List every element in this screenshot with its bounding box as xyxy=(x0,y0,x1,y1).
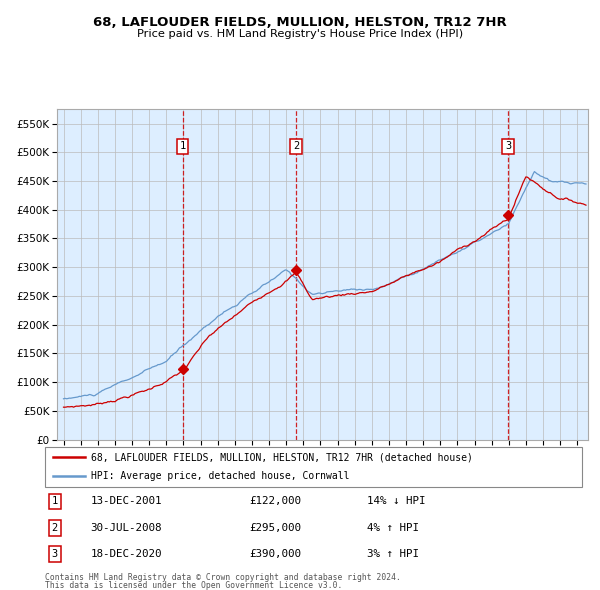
Text: 18-DEC-2020: 18-DEC-2020 xyxy=(91,549,162,559)
Text: 1: 1 xyxy=(52,496,58,506)
Text: 3: 3 xyxy=(52,549,58,559)
Text: 68, LAFLOUDER FIELDS, MULLION, HELSTON, TR12 7HR: 68, LAFLOUDER FIELDS, MULLION, HELSTON, … xyxy=(93,16,507,29)
Text: £390,000: £390,000 xyxy=(249,549,301,559)
Text: 30-JUL-2008: 30-JUL-2008 xyxy=(91,523,162,533)
Text: 13-DEC-2001: 13-DEC-2001 xyxy=(91,496,162,506)
Text: Contains HM Land Registry data © Crown copyright and database right 2024.: Contains HM Land Registry data © Crown c… xyxy=(45,572,401,582)
Text: 68, LAFLOUDER FIELDS, MULLION, HELSTON, TR12 7HR (detached house): 68, LAFLOUDER FIELDS, MULLION, HELSTON, … xyxy=(91,453,473,463)
Text: 1: 1 xyxy=(179,142,186,152)
Text: £122,000: £122,000 xyxy=(249,496,301,506)
Text: 3% ↑ HPI: 3% ↑ HPI xyxy=(367,549,419,559)
Text: £295,000: £295,000 xyxy=(249,523,301,533)
Text: 14% ↓ HPI: 14% ↓ HPI xyxy=(367,496,426,506)
Text: 2: 2 xyxy=(293,142,299,152)
Text: Price paid vs. HM Land Registry's House Price Index (HPI): Price paid vs. HM Land Registry's House … xyxy=(137,30,463,39)
Text: HPI: Average price, detached house, Cornwall: HPI: Average price, detached house, Corn… xyxy=(91,471,349,481)
Text: 2: 2 xyxy=(52,523,58,533)
FancyBboxPatch shape xyxy=(45,447,582,487)
Text: 3: 3 xyxy=(505,142,511,152)
Text: 4% ↑ HPI: 4% ↑ HPI xyxy=(367,523,419,533)
Text: This data is licensed under the Open Government Licence v3.0.: This data is licensed under the Open Gov… xyxy=(45,581,343,590)
